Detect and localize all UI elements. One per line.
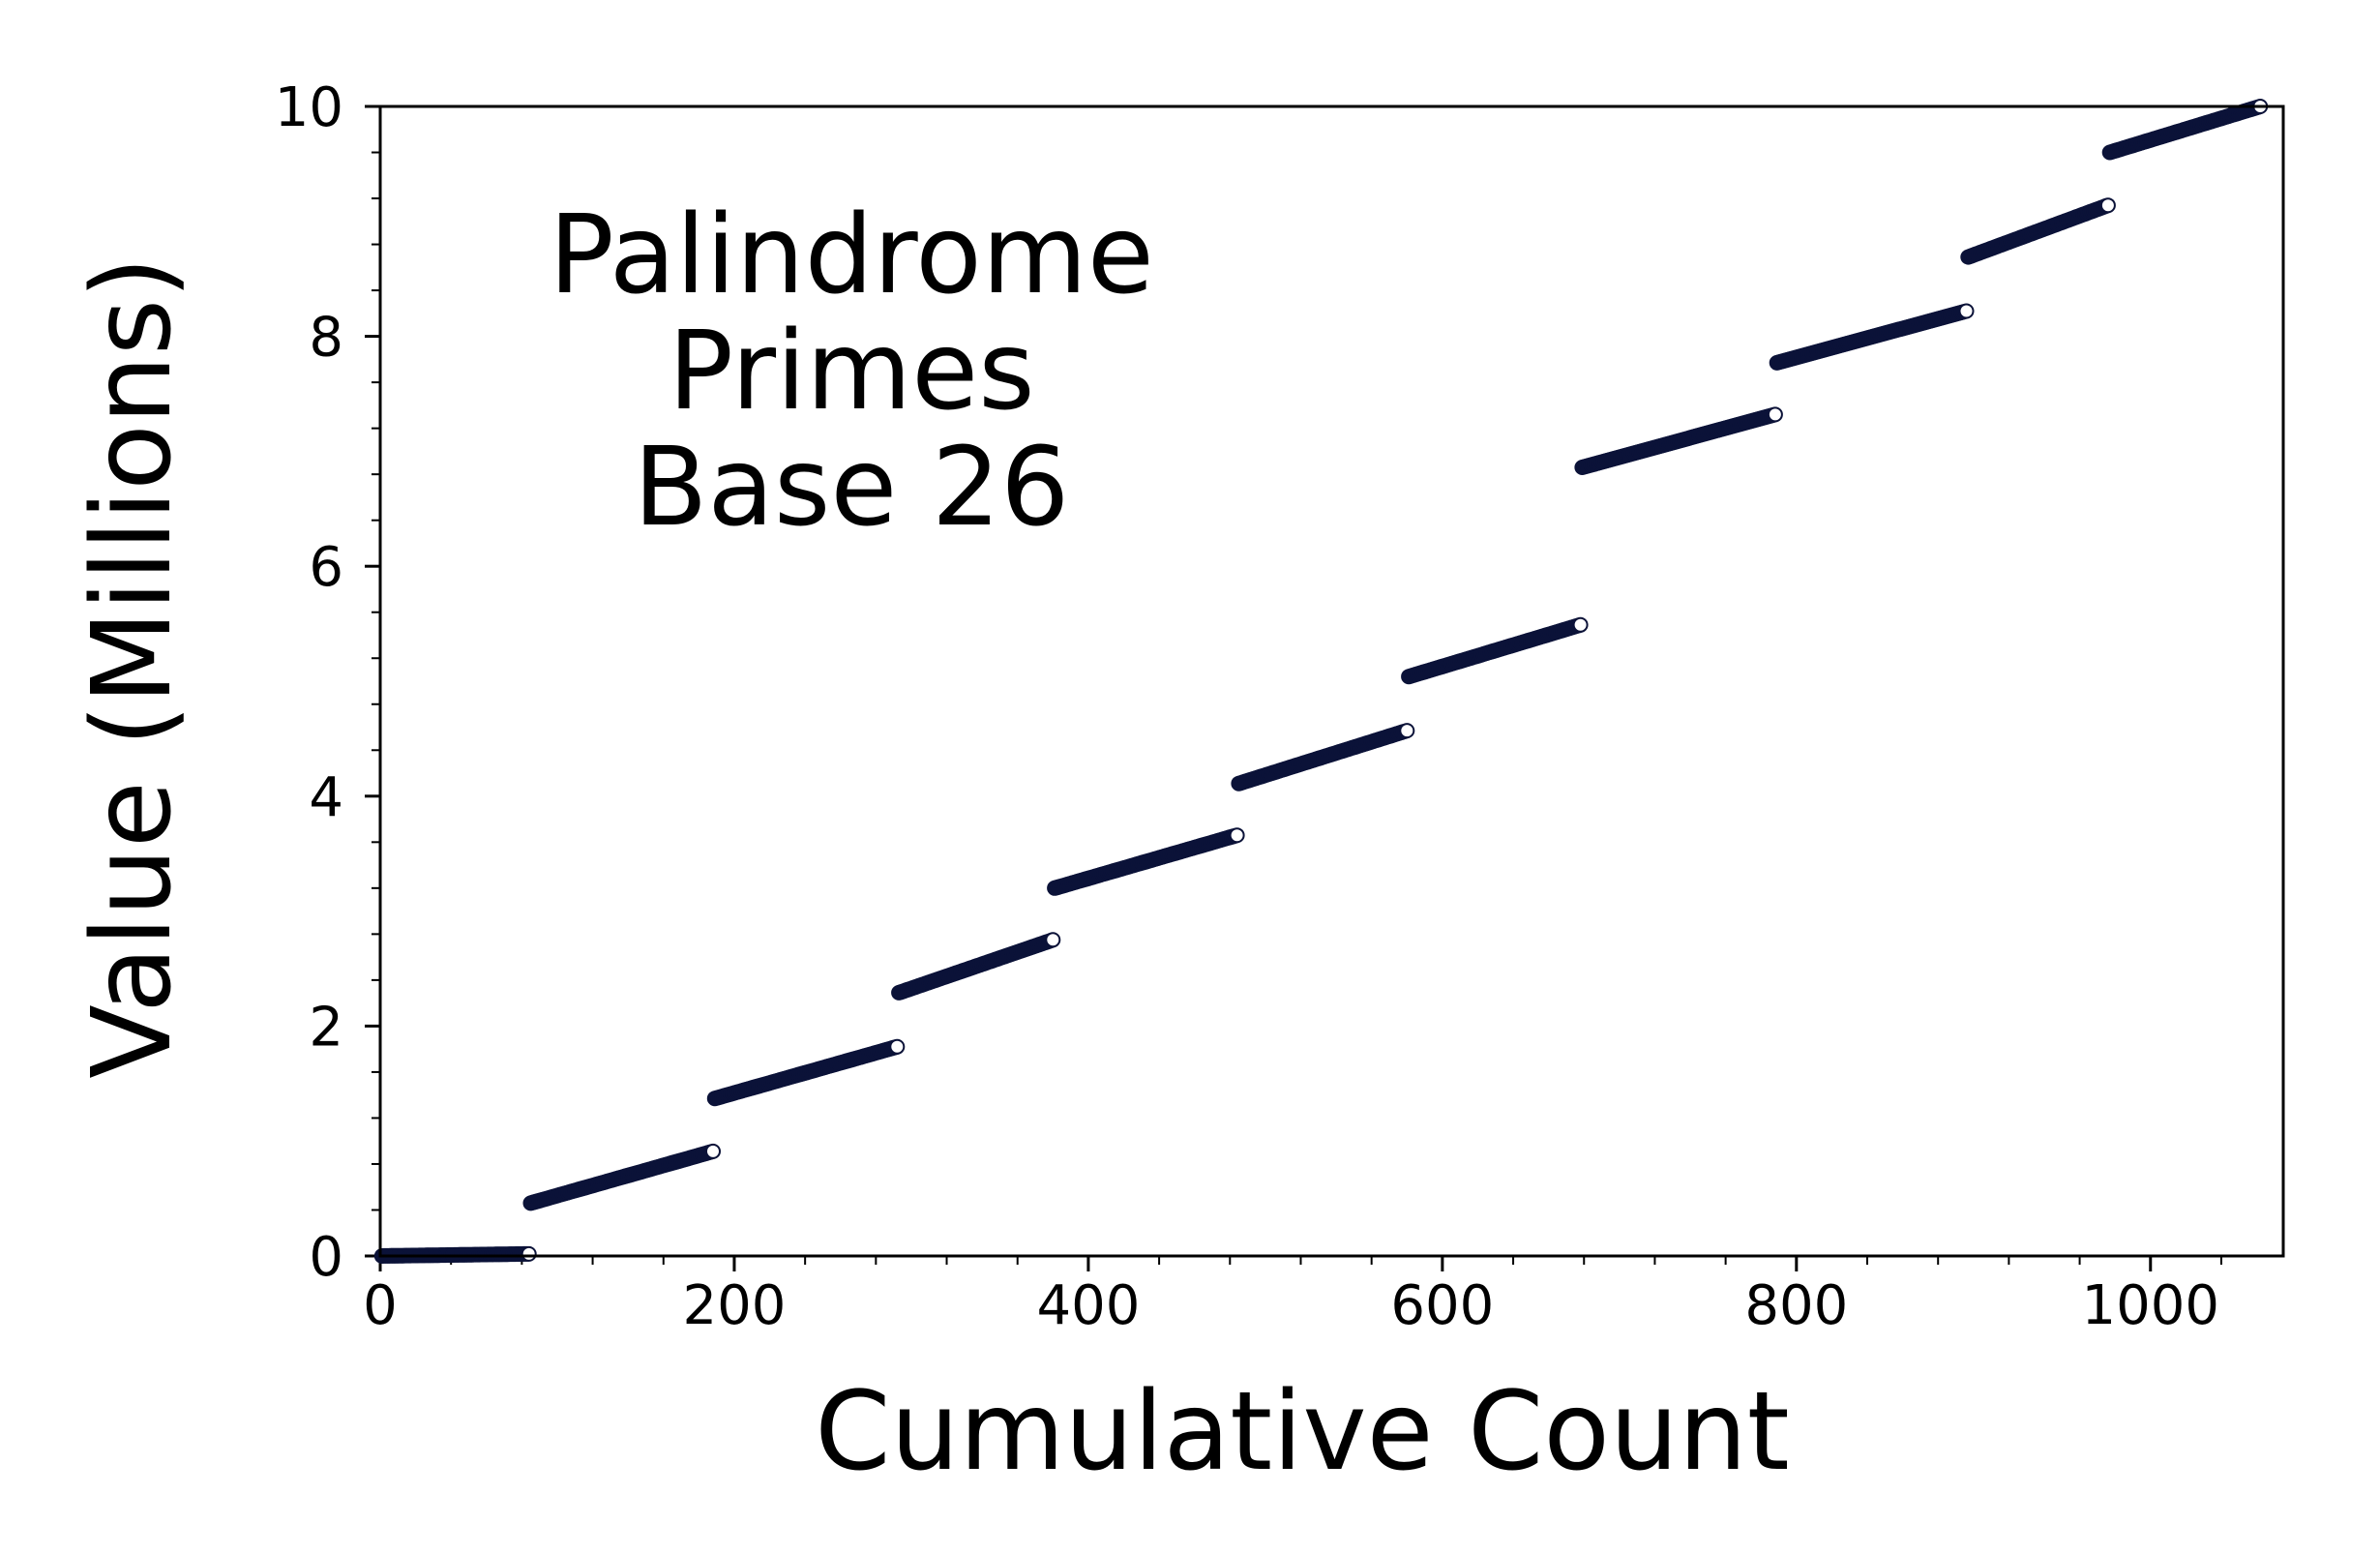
- y-tick-label: 8: [309, 307, 343, 370]
- plot-frame: [378, 105, 2285, 1258]
- annotation-line-3: Base 26: [634, 425, 1070, 551]
- segment-end-point: [1399, 723, 1415, 739]
- segment-end-point: [1229, 827, 1245, 844]
- segment-end-point: [889, 1038, 906, 1055]
- y-tick-label: 10: [275, 76, 343, 139]
- segment-end-point: [1572, 616, 1589, 633]
- annotation-line-1: Palindrome: [549, 193, 1154, 318]
- y-tick-label: 2: [309, 996, 343, 1059]
- x-tick-labels: 0 200 400 600 800 1000: [363, 1274, 2219, 1337]
- scatter-points: [373, 99, 2269, 1264]
- x-tick-label: 400: [1036, 1274, 1140, 1337]
- y-tick-labels: 0 2 4 6 8 10: [275, 76, 343, 1289]
- x-tick-label: 1000: [2082, 1274, 2220, 1337]
- y-tick-label: 6: [309, 536, 343, 599]
- x-axis-title: Cumulative Count: [815, 1369, 1789, 1495]
- segment-end-point: [1045, 932, 1061, 948]
- segment-end-point: [1767, 406, 1783, 423]
- x-tick-label: 200: [683, 1274, 787, 1337]
- x-tick-label: 800: [1744, 1274, 1848, 1337]
- y-tick-label: 0: [309, 1226, 343, 1289]
- segment-end-point: [1958, 303, 1975, 319]
- segment-end-point: [2099, 197, 2116, 214]
- chart-annotation: Palindrome Primes Base 26: [549, 193, 1154, 551]
- y-axis-title: Value (Millions): [70, 256, 195, 1079]
- x-tick-label: 600: [1390, 1274, 1494, 1337]
- x-tick-label: 0: [363, 1274, 398, 1337]
- y-tick-label: 4: [309, 766, 343, 829]
- annotation-line-2: Primes: [668, 309, 1034, 434]
- segment-end-point: [521, 1245, 537, 1262]
- segment-end-point: [705, 1143, 721, 1159]
